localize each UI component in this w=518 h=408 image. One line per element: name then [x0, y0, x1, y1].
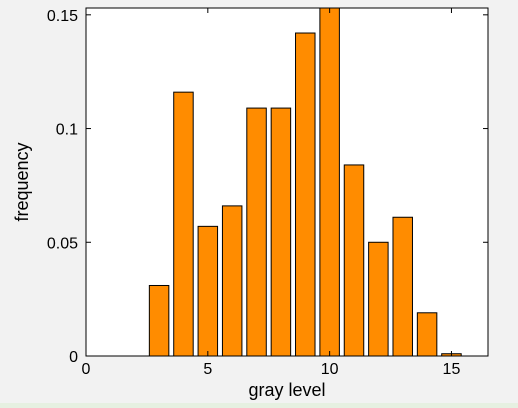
bars-group — [148, 7, 462, 357]
bar-gray-level-13 — [392, 216, 413, 357]
y-tick-label: 0.15 — [47, 8, 78, 25]
bottom-strip — [0, 403, 518, 408]
bar-gray-level-10 — [319, 7, 340, 357]
y-tick-label: 0 — [69, 349, 78, 366]
y-tick-label: 0.1 — [56, 122, 78, 139]
ticks-group: 0 5 10 15 0 0.05 0.1 0.15 — [47, 8, 488, 378]
bar-gray-level-5 — [197, 225, 219, 357]
bar-gray-level-9 — [295, 32, 316, 357]
bar-gray-level-11 — [343, 164, 365, 357]
x-tick-label: 15 — [443, 361, 461, 378]
bar-gray-level-7 — [246, 107, 267, 357]
x-tick-label: 10 — [321, 361, 339, 378]
x-tick-label: 0 — [82, 361, 91, 378]
plot-frame — [85, 7, 489, 357]
y-axis-title: frequency — [12, 142, 32, 221]
bar-gray-level-4 — [173, 91, 194, 357]
bar-gray-level-8 — [270, 107, 292, 357]
bar-gray-level-12 — [368, 241, 389, 357]
bar-gray-level-6 — [221, 205, 243, 357]
bar-gray-level-14 — [416, 312, 438, 357]
y-tick-label: 0.05 — [47, 235, 78, 252]
x-tick-label: 5 — [203, 361, 212, 378]
x-axis-title: gray level — [248, 380, 325, 400]
bar-gray-level-3 — [148, 284, 170, 357]
